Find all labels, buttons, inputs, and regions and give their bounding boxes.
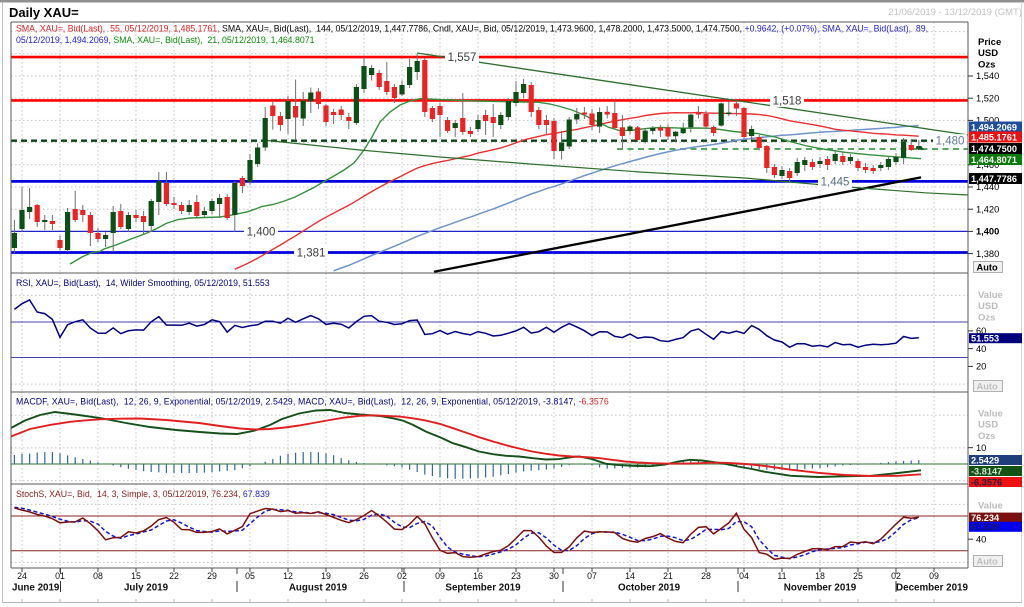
svg-text:08: 08 (93, 571, 103, 581)
svg-text:02: 02 (891, 571, 901, 581)
svg-text:11: 11 (777, 571, 786, 581)
svg-text:November 2019: November 2019 (784, 583, 857, 594)
svg-text:24: 24 (17, 571, 27, 581)
svg-text:MACDF, XAU=, Bid(Last), 12, 2: MACDF, XAU=, Bid(Last), 12, 26, 9, Expon… (16, 397, 609, 407)
svg-text:29: 29 (207, 571, 217, 581)
svg-text:51.553: 51.553 (971, 334, 999, 344)
svg-text:05: 05 (245, 571, 255, 581)
svg-text:05/12/2019, 1,494.2069, SMA, X: 05/12/2019, 1,494.2069, SMA, XAU=, Bid(L… (16, 35, 315, 45)
svg-text:December 2019: December 2019 (896, 583, 968, 594)
svg-text:July 2019: July 2019 (124, 583, 169, 594)
svg-text:RSI, XAU=, Bid(Last), 14, Wil: RSI, XAU=, Bid(Last), 14, Wilder Smoothi… (16, 278, 270, 288)
svg-text:76.234: 76.234 (971, 513, 1000, 523)
svg-text:Daily XAU=: Daily XAU= (9, 5, 79, 20)
svg-text:Ozs: Ozs (978, 431, 995, 442)
svg-text:Auto: Auto (977, 557, 998, 567)
svg-text:USD: USD (978, 48, 998, 59)
svg-text:Ozs: Ozs (978, 59, 995, 70)
svg-text:1,518: 1,518 (773, 95, 802, 107)
svg-text:1,464.8071: 1,464.8071 (971, 155, 1017, 165)
svg-text:1,440: 1,440 (976, 182, 999, 192)
svg-text:USD: USD (978, 301, 998, 312)
svg-text:09: 09 (929, 571, 939, 581)
svg-text:September 2019: September 2019 (445, 583, 521, 594)
svg-text:01: 01 (55, 571, 65, 581)
svg-text:04: 04 (739, 571, 749, 581)
svg-text:1,381: 1,381 (297, 247, 326, 259)
svg-text:1,494.2069: 1,494.2069 (971, 122, 1017, 132)
svg-text:SMA, XAU=, Bid(Last), 55, 05/: SMA, XAU=, Bid(Last), 55, 05/12/2019, 1,… (16, 24, 931, 34)
svg-text:15: 15 (131, 571, 141, 581)
svg-text:-3.8147: -3.8147 (971, 466, 1002, 476)
svg-text:60: 60 (976, 326, 986, 336)
svg-text:Price: Price (978, 37, 1001, 48)
svg-text:1,400: 1,400 (247, 226, 276, 238)
svg-text:Value: Value (978, 501, 1003, 512)
svg-text:09: 09 (435, 571, 445, 581)
svg-text:StochS, XAU=, Bid, 14, 3, Sim: StochS, XAU=, Bid, 14, 3, Simple, 3, 05/… (16, 489, 270, 499)
svg-text:October 2019: October 2019 (618, 583, 681, 594)
svg-text:1,380: 1,380 (976, 249, 999, 259)
svg-text:67.839: 67.839 (971, 522, 999, 532)
svg-text:1,400: 1,400 (976, 227, 999, 237)
svg-text:1,420: 1,420 (976, 204, 999, 214)
svg-text:20: 20 (976, 362, 986, 372)
svg-text:19: 19 (321, 571, 331, 581)
svg-text:Auto: Auto (977, 382, 998, 392)
svg-text:Value: Value (978, 409, 1003, 420)
svg-text:1,480: 1,480 (936, 136, 965, 148)
svg-text:August 2019: August 2019 (289, 583, 348, 594)
svg-text:1,500: 1,500 (976, 116, 999, 126)
svg-text:21: 21 (663, 571, 673, 581)
svg-text:Value: Value (978, 290, 1003, 301)
svg-text:1,520: 1,520 (976, 93, 999, 103)
svg-text:25: 25 (853, 571, 863, 581)
svg-text:12: 12 (283, 571, 293, 581)
svg-text:14: 14 (625, 571, 635, 581)
svg-text:June 2019: June 2019 (12, 583, 60, 594)
svg-text:Ozs: Ozs (978, 312, 995, 323)
svg-text:USD: USD (978, 420, 998, 431)
svg-text:-6.3576: -6.3576 (971, 477, 1002, 487)
svg-text:40: 40 (976, 344, 986, 354)
svg-text:21/06/2019 - 13/12/2019 (GMT): 21/06/2019 - 13/12/2019 (GMT) (888, 7, 1022, 18)
svg-text:1,557: 1,557 (448, 52, 477, 64)
svg-text:2.5429: 2.5429 (971, 455, 999, 465)
svg-text:22: 22 (169, 571, 179, 581)
svg-text:30: 30 (549, 571, 559, 581)
svg-text:07: 07 (587, 571, 597, 581)
svg-text:1,447.7786: 1,447.7786 (971, 174, 1017, 184)
svg-text:40: 40 (976, 534, 986, 544)
svg-text:26: 26 (359, 571, 369, 581)
svg-text:10: 10 (976, 443, 986, 453)
svg-text:1,540: 1,540 (976, 71, 999, 81)
svg-text:18: 18 (815, 571, 825, 581)
svg-text:02: 02 (397, 571, 407, 581)
svg-text:23: 23 (511, 571, 521, 581)
svg-text:1,445: 1,445 (821, 176, 850, 188)
svg-text:16: 16 (473, 571, 483, 581)
svg-text:1,474.7500: 1,474.7500 (971, 144, 1017, 154)
svg-text:28: 28 (701, 571, 711, 581)
svg-text:Auto: Auto (977, 263, 998, 273)
svg-text:1,485.1761: 1,485.1761 (971, 132, 1017, 142)
